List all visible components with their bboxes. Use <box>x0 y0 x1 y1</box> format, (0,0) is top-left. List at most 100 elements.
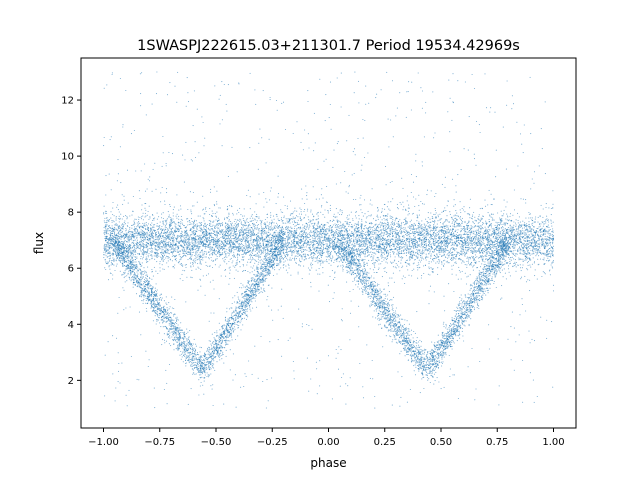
data-point <box>210 241 212 243</box>
data-point <box>321 246 323 248</box>
data-point <box>191 254 193 256</box>
data-point <box>147 242 150 244</box>
data-point <box>459 246 461 248</box>
data-point <box>236 234 238 236</box>
data-point <box>545 231 547 233</box>
data-point <box>343 251 345 253</box>
data-point <box>187 208 189 211</box>
data-point <box>409 229 412 231</box>
data-point <box>115 215 117 218</box>
data-point <box>450 244 452 246</box>
data-point <box>443 209 445 211</box>
data-point <box>545 222 547 224</box>
data-point <box>430 234 432 237</box>
data-point <box>395 247 397 249</box>
data-point <box>183 237 185 239</box>
data-point <box>151 240 153 242</box>
data-point <box>439 218 441 220</box>
data-point <box>474 256 477 258</box>
data-point <box>508 271 510 273</box>
data-point <box>264 240 266 242</box>
data-point <box>161 228 163 230</box>
data-point <box>340 234 342 237</box>
data-point <box>308 250 310 252</box>
data-point <box>225 230 227 232</box>
data-point <box>520 226 522 228</box>
data-point <box>228 234 231 236</box>
data-point <box>503 199 505 201</box>
data-point <box>499 272 501 274</box>
data-point <box>550 249 552 251</box>
data-point <box>337 229 339 232</box>
data-point <box>249 258 251 260</box>
data-point <box>349 238 351 240</box>
data-point <box>193 242 195 244</box>
data-point <box>396 245 398 247</box>
data-point <box>442 260 445 262</box>
data-point <box>248 247 250 249</box>
data-point <box>474 239 477 241</box>
data-point <box>372 231 374 233</box>
data-point <box>545 219 547 221</box>
data-point <box>380 211 383 214</box>
data-point <box>382 255 384 257</box>
data-point <box>234 244 236 246</box>
data-point <box>478 257 480 259</box>
data-point <box>406 222 408 224</box>
data-point <box>251 228 253 230</box>
data-point <box>288 226 290 229</box>
data-point <box>167 256 169 258</box>
data-point <box>462 228 464 230</box>
data-point <box>264 233 266 235</box>
data-point <box>264 222 266 224</box>
data-point <box>249 256 252 258</box>
data-point <box>258 254 260 256</box>
data-point <box>312 230 314 233</box>
data-point <box>401 247 403 250</box>
data-point <box>266 233 268 235</box>
data-point <box>289 245 291 247</box>
data-point <box>402 201 404 203</box>
data-point <box>316 257 318 259</box>
data-point <box>233 255 235 257</box>
data-point <box>134 246 136 248</box>
data-point <box>195 220 198 222</box>
data-point <box>418 259 420 261</box>
data-point <box>474 259 476 261</box>
data-point <box>509 230 511 232</box>
data-point <box>330 242 332 244</box>
data-point <box>197 235 200 237</box>
data-point <box>152 224 154 226</box>
data-point <box>161 255 163 257</box>
data-point <box>162 257 164 259</box>
data-point <box>215 224 217 226</box>
data-point <box>199 247 201 249</box>
data-point <box>427 230 429 232</box>
data-point <box>217 228 219 230</box>
data-point <box>147 266 149 268</box>
data-point <box>257 263 259 265</box>
data-point <box>427 228 429 230</box>
data-point <box>403 237 405 239</box>
data-point <box>482 253 484 255</box>
data-point <box>412 224 414 226</box>
data-point <box>299 207 301 209</box>
data-point <box>525 199 527 201</box>
data-point <box>239 266 241 268</box>
data-point <box>467 234 470 236</box>
data-point <box>245 243 247 245</box>
data-point <box>287 272 289 274</box>
data-point <box>212 212 214 214</box>
data-point <box>303 265 305 267</box>
data-point <box>191 243 194 245</box>
data-point <box>116 230 118 232</box>
data-point <box>501 297 503 299</box>
data-point <box>435 192 437 195</box>
data-point <box>260 253 262 256</box>
data-point <box>430 267 432 269</box>
data-point <box>378 238 380 240</box>
data-point <box>430 236 432 238</box>
data-point <box>225 250 227 252</box>
data-point <box>296 229 298 231</box>
data-point <box>542 225 544 227</box>
